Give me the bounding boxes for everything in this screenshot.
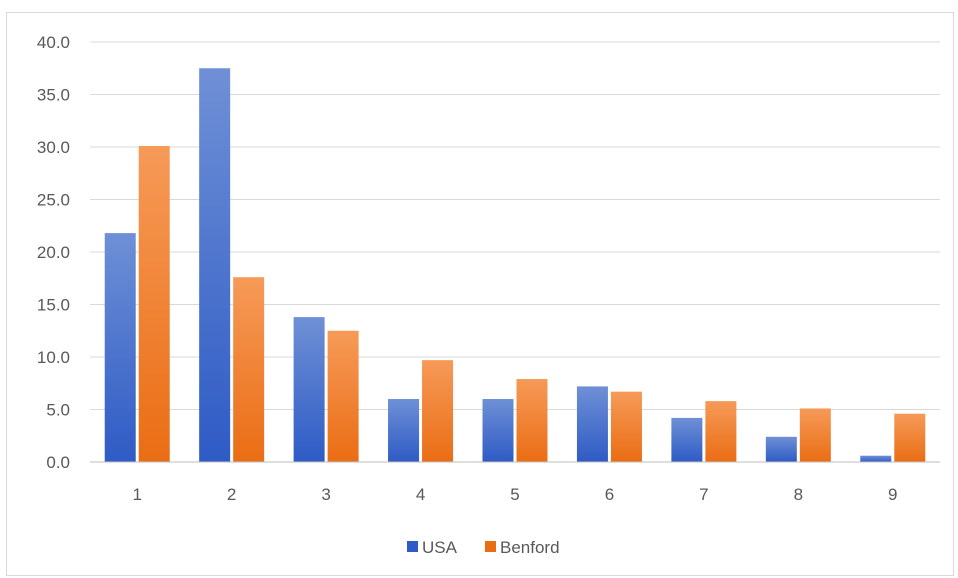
legend-swatch-benford (485, 541, 496, 552)
x-axis-tick-labels: 1 2 3 4 5 6 7 8 9 (132, 485, 897, 504)
bar-usa-8 (765, 436, 797, 462)
bar-usa-9 (860, 455, 892, 462)
bar-usa-1 (104, 233, 136, 462)
y-tick-label: 5.0 (46, 401, 70, 420)
bar-usa-3 (293, 317, 325, 462)
bar-usa-5 (482, 399, 514, 462)
bar-benford-4 (422, 360, 454, 462)
legend-label-usa: USA (422, 538, 458, 557)
x-tick-label: 4 (416, 485, 425, 504)
x-tick-label: 1 (132, 485, 141, 504)
x-tick-label: 9 (888, 485, 897, 504)
x-tick-label: 6 (605, 485, 614, 504)
y-tick-label: 35.0 (37, 86, 70, 105)
bar-usa-4 (388, 399, 420, 462)
x-tick-label: 3 (321, 485, 330, 504)
x-tick-label: 7 (699, 485, 708, 504)
legend-label-benford: Benford (500, 538, 560, 557)
bar-usa-7 (671, 417, 703, 462)
bar-benford-8 (799, 408, 831, 462)
y-tick-label: 15.0 (37, 296, 70, 315)
bar-usa-2 (199, 68, 231, 462)
bar-usa-6 (576, 386, 608, 462)
bar-benford-9 (894, 413, 926, 462)
y-tick-label: 25.0 (37, 191, 70, 210)
y-tick-label: 10.0 (37, 348, 70, 367)
legend-swatch-usa (407, 541, 418, 552)
bars (104, 68, 926, 462)
y-tick-label: 40.0 (37, 33, 70, 52)
y-tick-label: 30.0 (37, 138, 70, 157)
bar-benford-5 (516, 379, 548, 462)
y-tick-label: 0.0 (46, 453, 70, 472)
y-axis-tick-labels: 0.0 5.0 10.0 15.0 20.0 25.0 30.0 35.0 40.0 (37, 33, 70, 472)
x-tick-label: 8 (794, 485, 803, 504)
bar-benford-2 (233, 277, 265, 462)
bar-benford-3 (327, 330, 359, 462)
x-tick-label: 5 (510, 485, 519, 504)
bar-benford-1 (138, 145, 170, 462)
bar-benford-7 (705, 401, 737, 462)
bar-benford-6 (610, 391, 642, 462)
x-tick-label: 2 (227, 485, 236, 504)
gridlines (90, 41, 940, 410)
legend: USA Benford (407, 538, 560, 557)
y-tick-label: 20.0 (37, 243, 70, 262)
